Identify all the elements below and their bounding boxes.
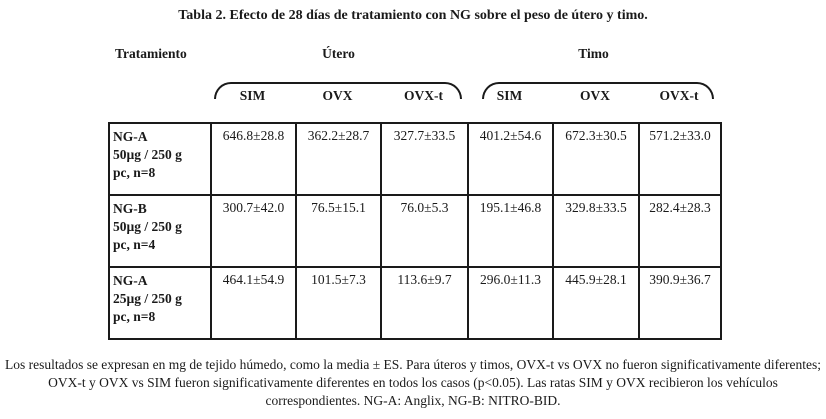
group-header-timo: Timo bbox=[578, 46, 609, 61]
treatment-cell: NG-A 50µg / 250 g pc, n=8 bbox=[108, 122, 212, 196]
value-cell-utero-ovx: 76.5±15.1 bbox=[295, 194, 382, 268]
group-header-utero: Útero bbox=[322, 46, 355, 61]
results-table: NG-A 50µg / 250 g pc, n=8 646.8±28.8 362… bbox=[108, 122, 722, 340]
value-cell-utero-ovx: 101.5±7.3 bbox=[295, 266, 382, 340]
table-row: NG-B 50µg / 250 g pc, n=4 300.7±42.0 76.… bbox=[108, 194, 722, 268]
value-cell-timo-ovxt: 282.4±28.3 bbox=[638, 194, 722, 268]
treatment-cell: NG-A 25µg / 250 g pc, n=8 bbox=[108, 266, 212, 340]
subcolumn-header-utero-ovxt: OVX-t bbox=[404, 88, 443, 103]
value-cell-timo-sim: 195.1±46.8 bbox=[467, 194, 554, 268]
subcolumn-header-utero-sim: SIM bbox=[239, 88, 266, 103]
value-cell-utero-ovxt: 76.0±5.3 bbox=[380, 194, 469, 268]
value-cell-timo-ovx: 329.8±33.5 bbox=[552, 194, 640, 268]
value-cell-timo-ovx: 672.3±30.5 bbox=[552, 122, 640, 196]
column-header-tratamiento: Tratamiento bbox=[115, 46, 187, 61]
table-row: NG-A 50µg / 250 g pc, n=8 646.8±28.8 362… bbox=[108, 122, 722, 196]
subcolumn-header-timo-ovx: OVX bbox=[580, 88, 610, 103]
value-cell-utero-sim: 300.7±42.0 bbox=[210, 194, 297, 268]
table-row: NG-A 25µg / 250 g pc, n=8 464.1±54.9 101… bbox=[108, 266, 722, 340]
value-cell-timo-ovxt: 390.9±36.7 bbox=[638, 266, 722, 340]
value-cell-timo-ovx: 445.9±28.1 bbox=[552, 266, 640, 340]
value-cell-utero-ovx: 362.2±28.7 bbox=[295, 122, 382, 196]
value-cell-utero-sim: 464.1±54.9 bbox=[210, 266, 297, 340]
subcolumn-header-utero-ovx: OVX bbox=[322, 88, 353, 103]
value-cell-timo-sim: 296.0±11.3 bbox=[467, 266, 554, 340]
value-cell-timo-ovxt: 571.2±33.0 bbox=[638, 122, 722, 196]
subcolumn-header-timo-ovxt: OVX-t bbox=[659, 88, 699, 103]
value-cell-utero-sim: 646.8±28.8 bbox=[210, 122, 297, 196]
table-footnote: Los resultados se expresan en mg de teji… bbox=[4, 357, 822, 409]
treatment-cell: NG-B 50µg / 250 g pc, n=4 bbox=[108, 194, 212, 268]
value-cell-timo-sim: 401.2±54.6 bbox=[467, 122, 554, 196]
value-cell-utero-ovxt: 113.6±9.7 bbox=[380, 266, 469, 340]
table-caption: Tabla 2. Efecto de 28 días de tratamient… bbox=[178, 8, 648, 23]
subcolumn-header-timo-sim: SIM bbox=[496, 88, 523, 103]
value-cell-utero-ovxt: 327.7±33.5 bbox=[380, 122, 469, 196]
